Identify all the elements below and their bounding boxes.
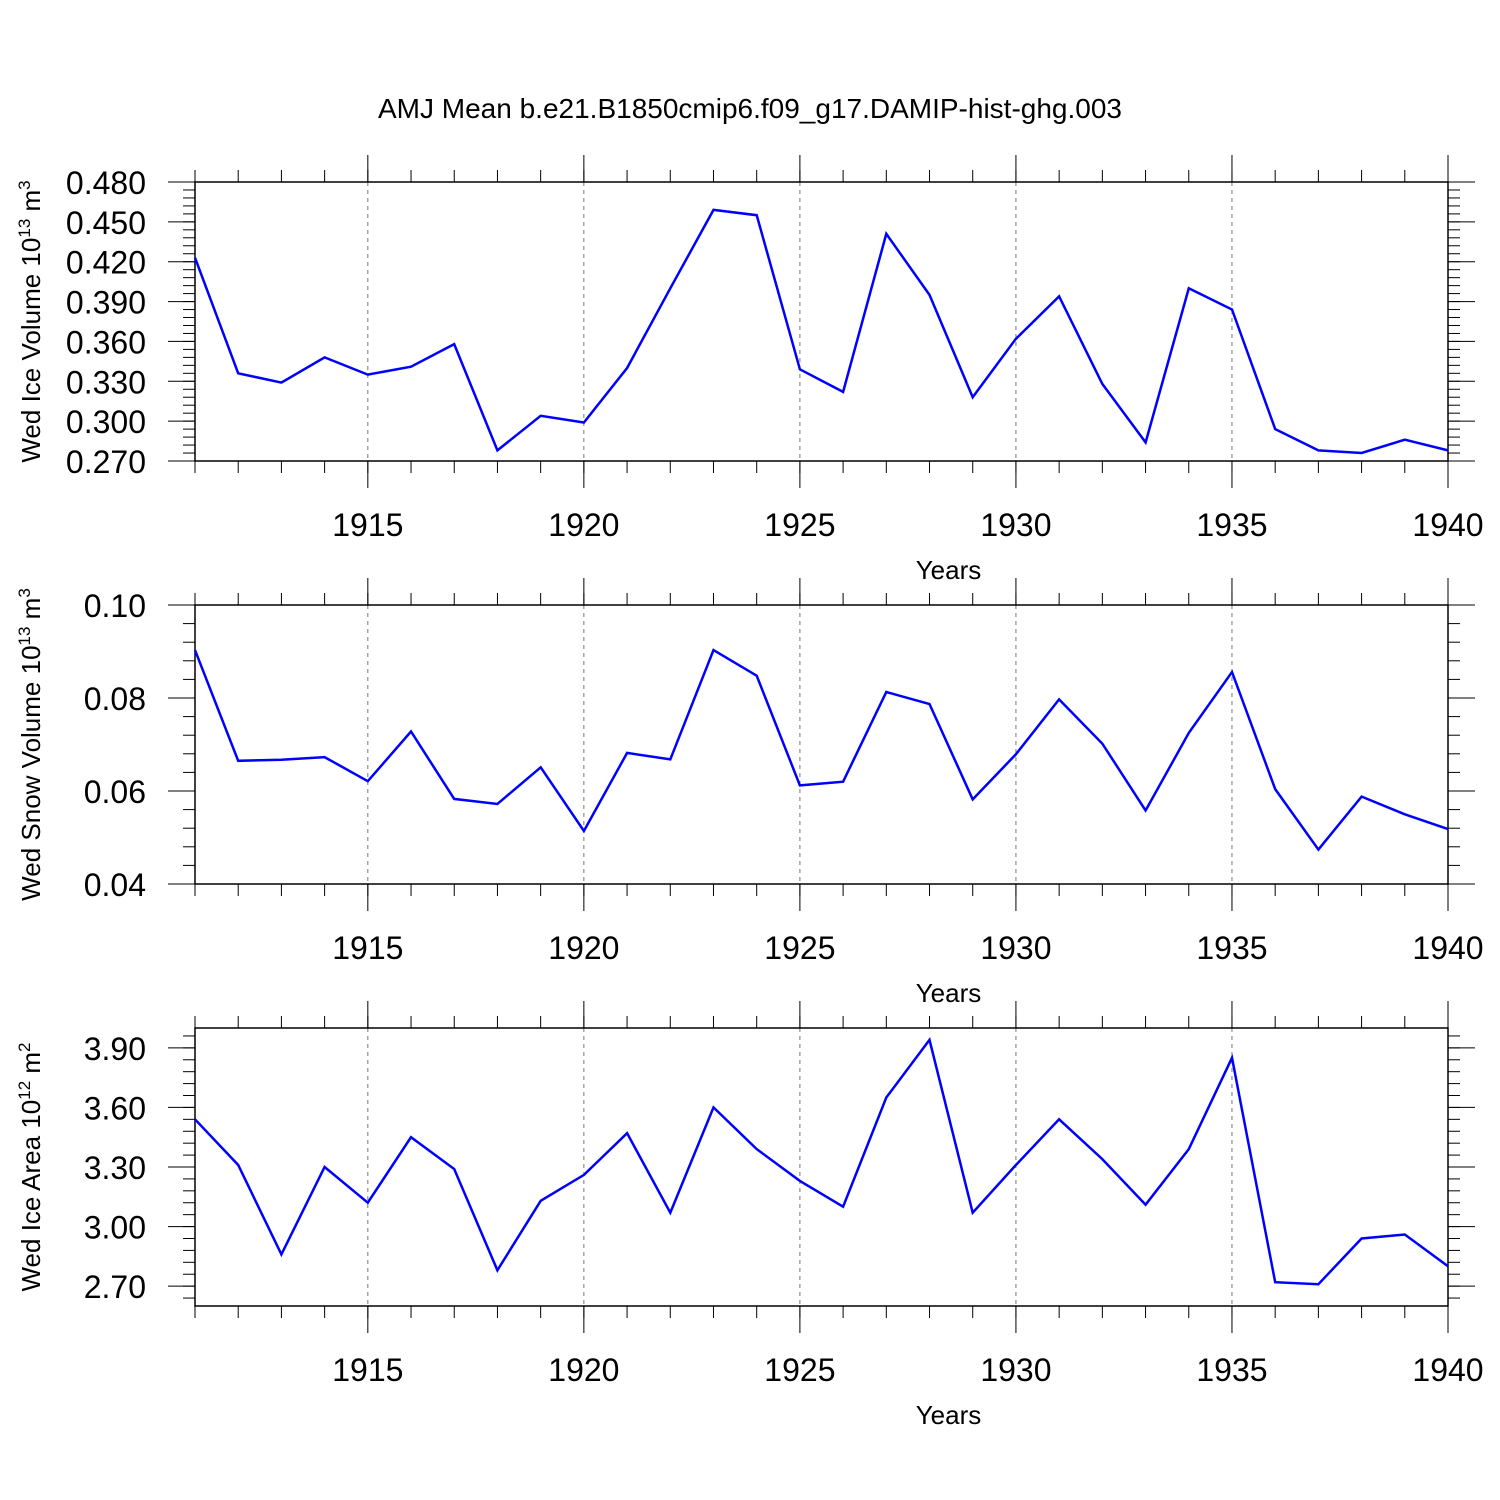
series-line: [193, 648, 1449, 852]
y-axis-label-part: m: [16, 1052, 46, 1081]
panels: 1915 1920 1925 1930 1935 1940 0.270 0.300 0.330 0…: [15, 155, 1484, 1430]
y-tick-label: 0.04: [84, 867, 146, 903]
x-axis-label: Years: [916, 555, 982, 585]
y-axis-label-superscript: 3: [15, 180, 34, 189]
y-tick-label: 0.270: [66, 444, 146, 480]
y-axis-label: Wed Ice Volume 1013 m3: [15, 180, 46, 462]
x-tick-label: 1940: [1412, 507, 1483, 543]
chart-panel-3: 1915 1920 1925 1930 1935 1940 2.70 3.00 3.30 3.60…: [15, 1001, 1484, 1430]
y-axis-label-superscript: 13: [15, 219, 34, 238]
y-tick-label: 0.300: [66, 404, 146, 440]
x-tick-label: 1925: [764, 507, 835, 543]
y-tick-label: 0.10: [84, 588, 146, 624]
x-tick-label: 1935: [1196, 507, 1267, 543]
y-tick-label: 0.06: [84, 774, 146, 810]
y-tick-label: 3.90: [84, 1031, 146, 1067]
y-axis-label-superscript: 13: [15, 627, 34, 646]
y-tick-label: 3.30: [84, 1150, 146, 1186]
y-tick-label: 2.70: [84, 1269, 146, 1305]
y-axis-label: Wed Snow Volume 1013 m3: [15, 588, 46, 901]
y-tick-label: 0.390: [66, 285, 146, 321]
x-axis-label: Years: [916, 1400, 982, 1430]
plot-frame: [194, 604, 1449, 885]
series-line: [193, 208, 1449, 455]
y-tick-label: 0.420: [66, 245, 146, 281]
y-tick-label: 0.360: [66, 324, 146, 360]
x-tick-label: 1930: [980, 1352, 1051, 1388]
plot-frame: [194, 1027, 1449, 1307]
x-axis-label: Years: [916, 978, 982, 1008]
y-tick-label: 3.00: [84, 1210, 146, 1246]
y-axis-label-part: Wed Ice Volume 10: [16, 238, 46, 463]
y-axis-label-superscript: 2: [15, 1042, 34, 1051]
x-tick-label: 1930: [980, 930, 1051, 966]
x-tick-label: 1920: [548, 507, 619, 543]
y-axis-label-superscript: 3: [15, 588, 34, 597]
x-tick-label: 1940: [1412, 1352, 1483, 1388]
x-tick-label: 1940: [1412, 930, 1483, 966]
y-axis-label-part: Wed Snow Volume 10: [16, 645, 46, 900]
y-tick-label: 3.60: [84, 1090, 146, 1126]
plot-frame: [194, 181, 1449, 462]
y-axis-label-superscript: 12: [15, 1081, 34, 1100]
y-tick-label: 0.480: [66, 165, 146, 201]
y-axis-label: Wed Ice Area 1012 m2: [15, 1042, 46, 1291]
y-axis-label-part: m: [16, 190, 46, 219]
figure-title: AMJ Mean b.e21.B1850cmip6.f09_g17.DAMIP-…: [378, 93, 1122, 124]
y-tick-label: 0.330: [66, 364, 146, 400]
y-tick-label: 0.08: [84, 681, 146, 717]
x-tick-label: 1935: [1196, 930, 1267, 966]
chart-panel-2: 1915 1920 1925 1930 1935 1940 0.04 0.06 0.08 0.10…: [15, 578, 1484, 1008]
x-tick-label: 1925: [764, 930, 835, 966]
x-tick-label: 1915: [332, 930, 403, 966]
y-axis-label-part: m: [16, 598, 46, 627]
x-tick-label: 1915: [332, 1352, 403, 1388]
x-tick-label: 1920: [548, 930, 619, 966]
x-tick-label: 1935: [1196, 1352, 1267, 1388]
series-line: [194, 1037, 1449, 1286]
x-tick-label: 1930: [980, 507, 1051, 543]
x-tick-label: 1920: [548, 1352, 619, 1388]
x-tick-label: 1915: [332, 507, 403, 543]
y-tick-label: 0.450: [66, 205, 146, 241]
chart-panel-1: 1915 1920 1925 1930 1935 1940 0.270 0.300 0.330 0…: [15, 155, 1484, 585]
x-tick-label: 1925: [764, 1352, 835, 1388]
y-axis-label-part: Wed Ice Area 10: [16, 1100, 46, 1292]
